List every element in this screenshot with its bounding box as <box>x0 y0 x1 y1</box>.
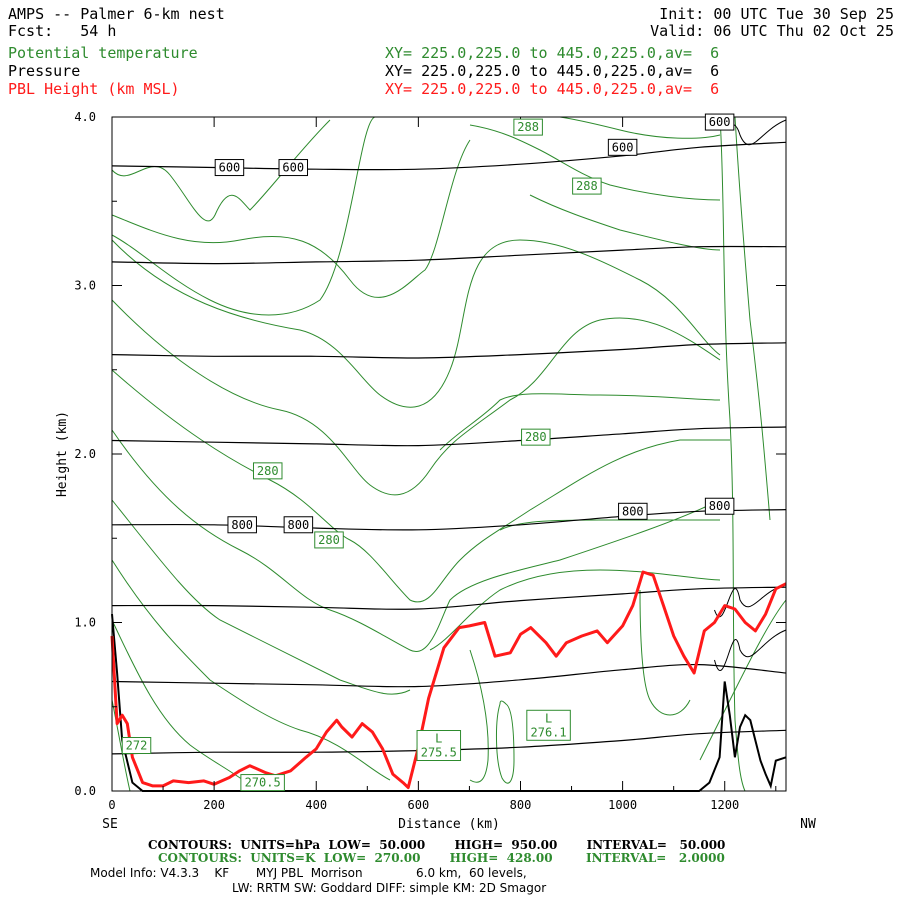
theta-minimum-0-box <box>416 730 462 762</box>
theta-label-6: 270.5 <box>245 776 281 790</box>
field-xy-pbl: XY= 225.0,225.0 to 445.0,225.0,av= 6 <box>385 80 720 98</box>
pressure-label-1: 600 <box>282 161 304 175</box>
y-tick-label-3: 3.0 <box>74 279 96 293</box>
pressure-contour-900 <box>111 663 787 688</box>
footer-theta-contours: CONTOURS: UNITS=K LOW= 270.00 HIGH= 428.… <box>158 851 725 865</box>
theta-contour-line-4 <box>111 299 721 496</box>
theta-contour-line-16 <box>429 569 721 651</box>
pbl-height-line <box>110 570 787 790</box>
pressure-label-0-box <box>214 159 245 177</box>
pressure-label-2-box <box>607 138 638 156</box>
theta-contour-line-6 <box>111 429 721 653</box>
pressure-contour-wiggle-2 <box>714 629 787 671</box>
pressure-contour-wiggle-1 <box>714 584 787 618</box>
pressure-label-6: 800 <box>622 504 644 518</box>
pressure-label-5-box <box>283 516 314 534</box>
pressure-label-2: 600 <box>612 140 634 154</box>
theta-contour-line-9 <box>111 619 251 786</box>
theta-label-6-box <box>240 774 285 792</box>
theta-label-4-box <box>314 531 344 549</box>
pressure-contour-650 <box>111 245 787 265</box>
pressure-label-6-box <box>618 502 648 520</box>
theta-label-2: 280 <box>525 430 547 444</box>
pressure-contour-600 <box>111 141 787 171</box>
theta-contour-line-20 <box>719 116 746 792</box>
pressure-label-3: 600 <box>709 115 731 129</box>
pressure-contour-850 <box>111 586 787 610</box>
theta-contour-line-18 <box>495 700 515 784</box>
theta-contour-line-7 <box>111 499 411 695</box>
valid-time: Valid: 06 UTC Thu 02 Oct 25 <box>650 22 894 40</box>
theta-label-3: 280 <box>257 464 279 478</box>
theta-label-4: 280 <box>318 533 340 547</box>
y-tick-label-0: 0.0 <box>74 784 96 798</box>
y-tick-label-2: 2.0 <box>74 447 96 461</box>
theta-contour-line-12 <box>469 124 721 201</box>
pressure-contour-750 <box>111 426 787 447</box>
se-direction-label: SE <box>102 817 118 832</box>
x-tick-label-1000: 1000 <box>608 798 637 812</box>
theta-label-0: 288 <box>517 120 539 134</box>
theta-label-3-box <box>252 462 283 480</box>
theta-contour-line-8 <box>111 559 391 781</box>
theta-label-2-box <box>521 428 551 446</box>
theta-contour-line-3 <box>111 239 721 408</box>
theta-label-1: 288 <box>576 179 598 193</box>
theta-contour-line-17 <box>639 589 691 716</box>
field-xy-pressure: XY= 225.0,225.0 to 445.0,225.0,av= 6 <box>385 62 720 80</box>
theta-label-5: 272 <box>126 739 148 753</box>
x-tick-label-800: 800 <box>510 798 532 812</box>
theta-minimum-1-line-1: 276.1 <box>531 725 567 739</box>
theta-contour-line-1 <box>111 139 471 298</box>
theta-contour-line-21 <box>734 116 771 521</box>
field-label-theta: Potential temperature <box>8 44 198 62</box>
theta-contour-line-19 <box>469 649 489 783</box>
x-axis-label: Distance (km) <box>398 817 500 832</box>
pressure-label-4-box <box>227 516 257 534</box>
x-tick-label-1200: 1200 <box>710 798 739 812</box>
theta-minimum-0-line-0: L <box>435 732 442 746</box>
field-xy-theta: XY= 225.0,225.0 to 445.0,225.0,av= 6 <box>385 44 720 62</box>
theta-minimum-1-box <box>526 709 571 741</box>
theta-contour-line-13 <box>529 194 721 251</box>
y-tick-label-1: 1.0 <box>74 616 96 630</box>
theta-contour-line-22 <box>699 599 787 761</box>
theta-label-5-box <box>121 737 152 755</box>
pressure-label-4: 800 <box>231 518 253 532</box>
pressure-label-3-box <box>704 113 735 131</box>
theta-contour-line-2 <box>111 116 376 316</box>
theta-label-0-box <box>513 118 543 136</box>
pressure-label-5: 800 <box>288 518 310 532</box>
footer-pressure-contours: CONTOURS: UNITS=hPa LOW= 50.000 HIGH= 95… <box>148 838 726 852</box>
forecast-hour: Fcst: 54 h <box>8 22 117 40</box>
chart-title: AMPS -- Palmer 6-km nest <box>8 5 225 23</box>
field-label-pbl: PBL Height (km MSL) <box>8 80 180 98</box>
theta-contour-line-11 <box>559 116 721 139</box>
theta-contour-line-0 <box>111 119 331 222</box>
theta-contour-line-14 <box>439 393 721 451</box>
x-tick-label-400: 400 <box>305 798 327 812</box>
nw-direction-label: NW <box>800 817 816 832</box>
y-tick-label-4: 4.0 <box>74 110 96 124</box>
theta-contour-line-15 <box>499 519 720 531</box>
x-tick-label-0: 0 <box>108 798 115 812</box>
pressure-label-7-box <box>704 497 735 515</box>
pressure-label-1-box <box>278 159 309 177</box>
pressure-contour-800 <box>111 509 787 531</box>
init-time: Init: 00 UTC Tue 30 Sep 25 <box>659 5 894 23</box>
theta-label-1-box <box>572 177 602 195</box>
x-tick-label-200: 200 <box>203 798 225 812</box>
footer-physics: LW: RRTM SW: Goddard DIFF: simple KM: 2D… <box>232 881 547 895</box>
theta-contour-line-5 <box>111 369 730 603</box>
theta-minimum-1-line-0: L <box>545 711 552 725</box>
y-axis-label: Height (km) <box>55 411 70 497</box>
pressure-label-7: 800 <box>709 499 731 513</box>
x-tick-label-600: 600 <box>408 798 430 812</box>
field-label-pressure: Pressure <box>8 62 81 80</box>
pressure-contour-700 <box>111 342 787 359</box>
pressure-label-0: 600 <box>219 161 241 175</box>
theta-minimum-0-line-1: 275.5 <box>421 746 457 760</box>
footer-model-info: Model Info: V4.3.3 KF MYJ PBL Morrison 6… <box>90 866 527 880</box>
